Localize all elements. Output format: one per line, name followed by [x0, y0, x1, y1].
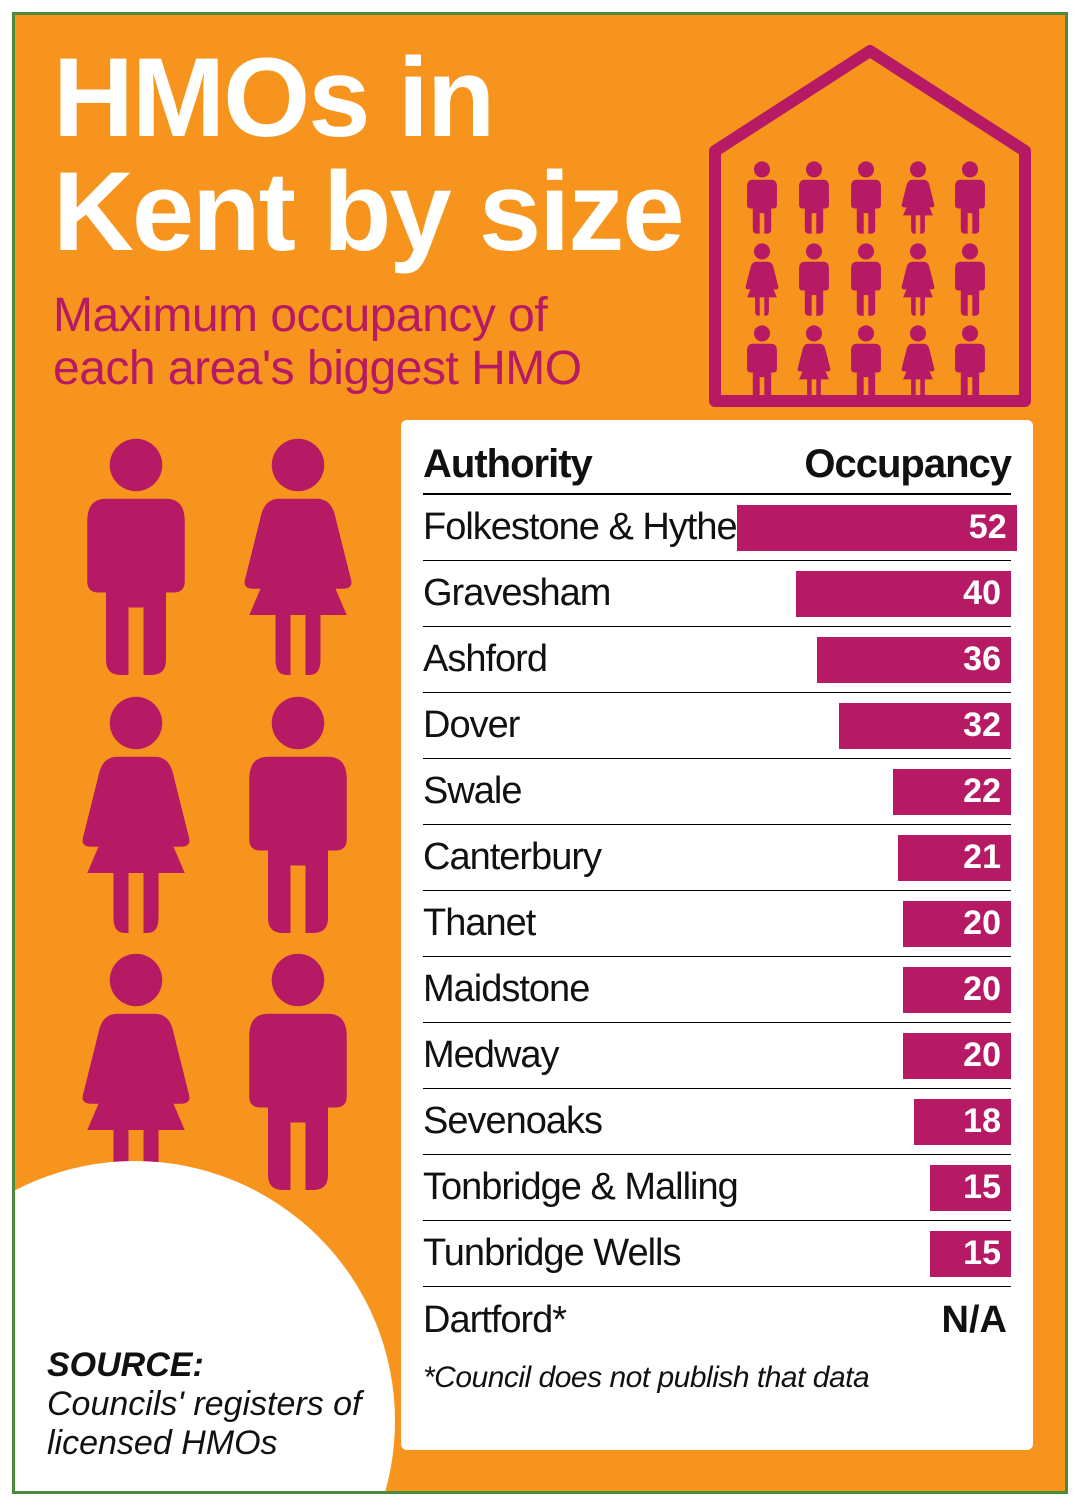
table-row: Gravesham 40: [423, 561, 1011, 627]
authority-cell: Canterbury: [423, 836, 601, 879]
data-table-panel: Authority Occupancy Folkestone & Hythe52…: [401, 420, 1033, 1450]
na-label: N/A: [942, 1299, 1011, 1342]
table-footnote: *Council does not publish that data: [423, 1361, 1011, 1395]
female-icon: [223, 435, 373, 680]
female-icon: [61, 693, 211, 938]
table-row: Canterbury 21: [423, 825, 1011, 891]
people-row: [47, 950, 387, 1195]
occupancy-bar: 20: [903, 901, 1011, 947]
authority-cell: Dover: [423, 704, 519, 747]
occupancy-bar: 40: [796, 571, 1011, 617]
authority-cell: Folkestone & Hythe: [423, 506, 737, 549]
authority-cell: Maidstone: [423, 968, 589, 1011]
occupancy-bar: 20: [903, 967, 1011, 1013]
bar-cell: 22: [522, 769, 1012, 815]
source-text: SOURCE: Councils' registers of licensed …: [47, 1346, 377, 1463]
header-occupancy: Occupancy: [804, 442, 1011, 487]
occupancy-bar: 32: [839, 703, 1011, 749]
authority-cell: Medway: [423, 1034, 559, 1077]
table-row: Maidstone 20: [423, 957, 1011, 1023]
bar-cell: 15: [680, 1231, 1011, 1277]
table-header: Authority Occupancy: [423, 442, 1011, 495]
people-row: [47, 435, 387, 680]
people-row: [47, 693, 387, 938]
bar-cell: 21: [601, 835, 1011, 881]
bar-cell: 20: [535, 901, 1011, 947]
header-authority: Authority: [423, 442, 592, 487]
bar-cell: 15: [738, 1165, 1011, 1211]
table-row: Medway 20: [423, 1023, 1011, 1089]
authority-cell: Tunbridge Wells: [423, 1232, 680, 1275]
bar-cell: 52: [737, 505, 1017, 551]
people-column: [47, 435, 387, 1195]
authority-cell: Dartford*: [423, 1299, 566, 1342]
subtitle: Maximum occupancy ofeach area's biggest …: [53, 290, 582, 396]
authority-cell: Gravesham: [423, 572, 610, 615]
source-label: SOURCE:: [47, 1346, 204, 1384]
authority-cell: Swale: [423, 770, 522, 813]
table-row: Sevenoaks 18: [423, 1089, 1011, 1155]
male-icon: [223, 693, 373, 938]
authority-cell: Ashford: [423, 638, 547, 681]
bar-cell: 40: [610, 571, 1011, 617]
table-row: Folkestone & Hythe52: [423, 495, 1011, 561]
table-row: Swale 22: [423, 759, 1011, 825]
bar-cell: 32: [519, 703, 1011, 749]
female-icon: [61, 950, 211, 1195]
bar-cell: 20: [589, 967, 1011, 1013]
authority-cell: Tonbridge & Malling: [423, 1166, 738, 1209]
authority-cell: Sevenoaks: [423, 1100, 602, 1143]
occupancy-bar: 18: [914, 1099, 1011, 1145]
table-row: Ashford 36: [423, 627, 1011, 693]
occupancy-bar: 15: [930, 1231, 1011, 1277]
authority-cell: Thanet: [423, 902, 535, 945]
table-body: Folkestone & Hythe52 Gravesham 40 Ashford 36…: [423, 495, 1011, 1353]
male-icon: [61, 435, 211, 680]
occupancy-bar: 52: [737, 505, 1017, 551]
table-row: Dover 32: [423, 693, 1011, 759]
occupancy-bar: 36: [817, 637, 1011, 683]
table-row: Tunbridge Wells 15: [423, 1221, 1011, 1287]
bar-cell: 20: [559, 1033, 1012, 1079]
house-icon: [705, 41, 1035, 401]
occupancy-bar: 22: [893, 769, 1011, 815]
infographic-canvas: HMOs inKent by size Maximum occupancy of…: [15, 15, 1065, 1491]
occupancy-bar: 20: [903, 1033, 1011, 1079]
male-icon: [223, 950, 373, 1195]
occupancy-bar: 15: [930, 1165, 1011, 1211]
table-row: Dartford* N/A: [423, 1287, 1011, 1353]
bar-cell: N/A: [566, 1299, 1011, 1342]
bar-cell: 36: [547, 637, 1011, 683]
source-value: Councils' registers of licensed HMOs: [47, 1385, 362, 1462]
bar-cell: 18: [602, 1099, 1011, 1145]
table-row: Thanet 20: [423, 891, 1011, 957]
occupancy-bar: 21: [898, 835, 1011, 881]
title: HMOs inKent by size: [53, 41, 683, 269]
table-row: Tonbridge & Malling 15: [423, 1155, 1011, 1221]
